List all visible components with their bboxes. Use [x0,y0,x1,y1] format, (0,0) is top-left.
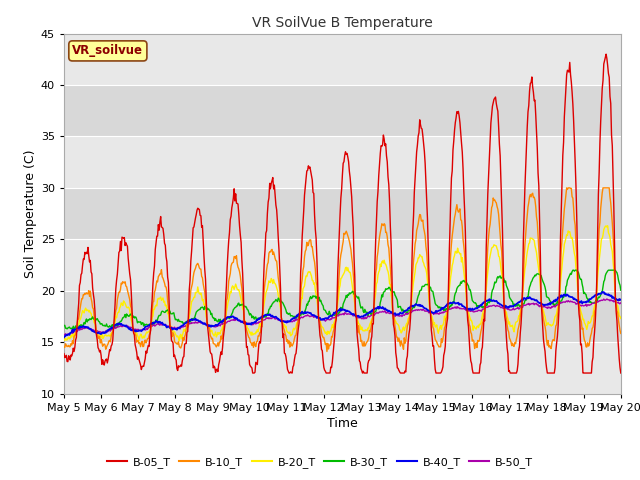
Title: VR SoilVue B Temperature: VR SoilVue B Temperature [252,16,433,30]
Bar [64,291,621,342]
X-axis label: Time: Time [327,417,358,430]
Bar [64,85,621,136]
Bar [64,240,621,291]
Bar [64,136,621,188]
Bar [64,188,621,240]
Bar [64,342,621,394]
Y-axis label: Soil Temperature (C): Soil Temperature (C) [24,149,36,278]
Text: VR_soilvue: VR_soilvue [72,44,143,58]
Legend: B-05_T, B-10_T, B-20_T, B-30_T, B-40_T, B-50_T: B-05_T, B-10_T, B-20_T, B-30_T, B-40_T, … [102,452,538,472]
Bar [64,34,621,85]
